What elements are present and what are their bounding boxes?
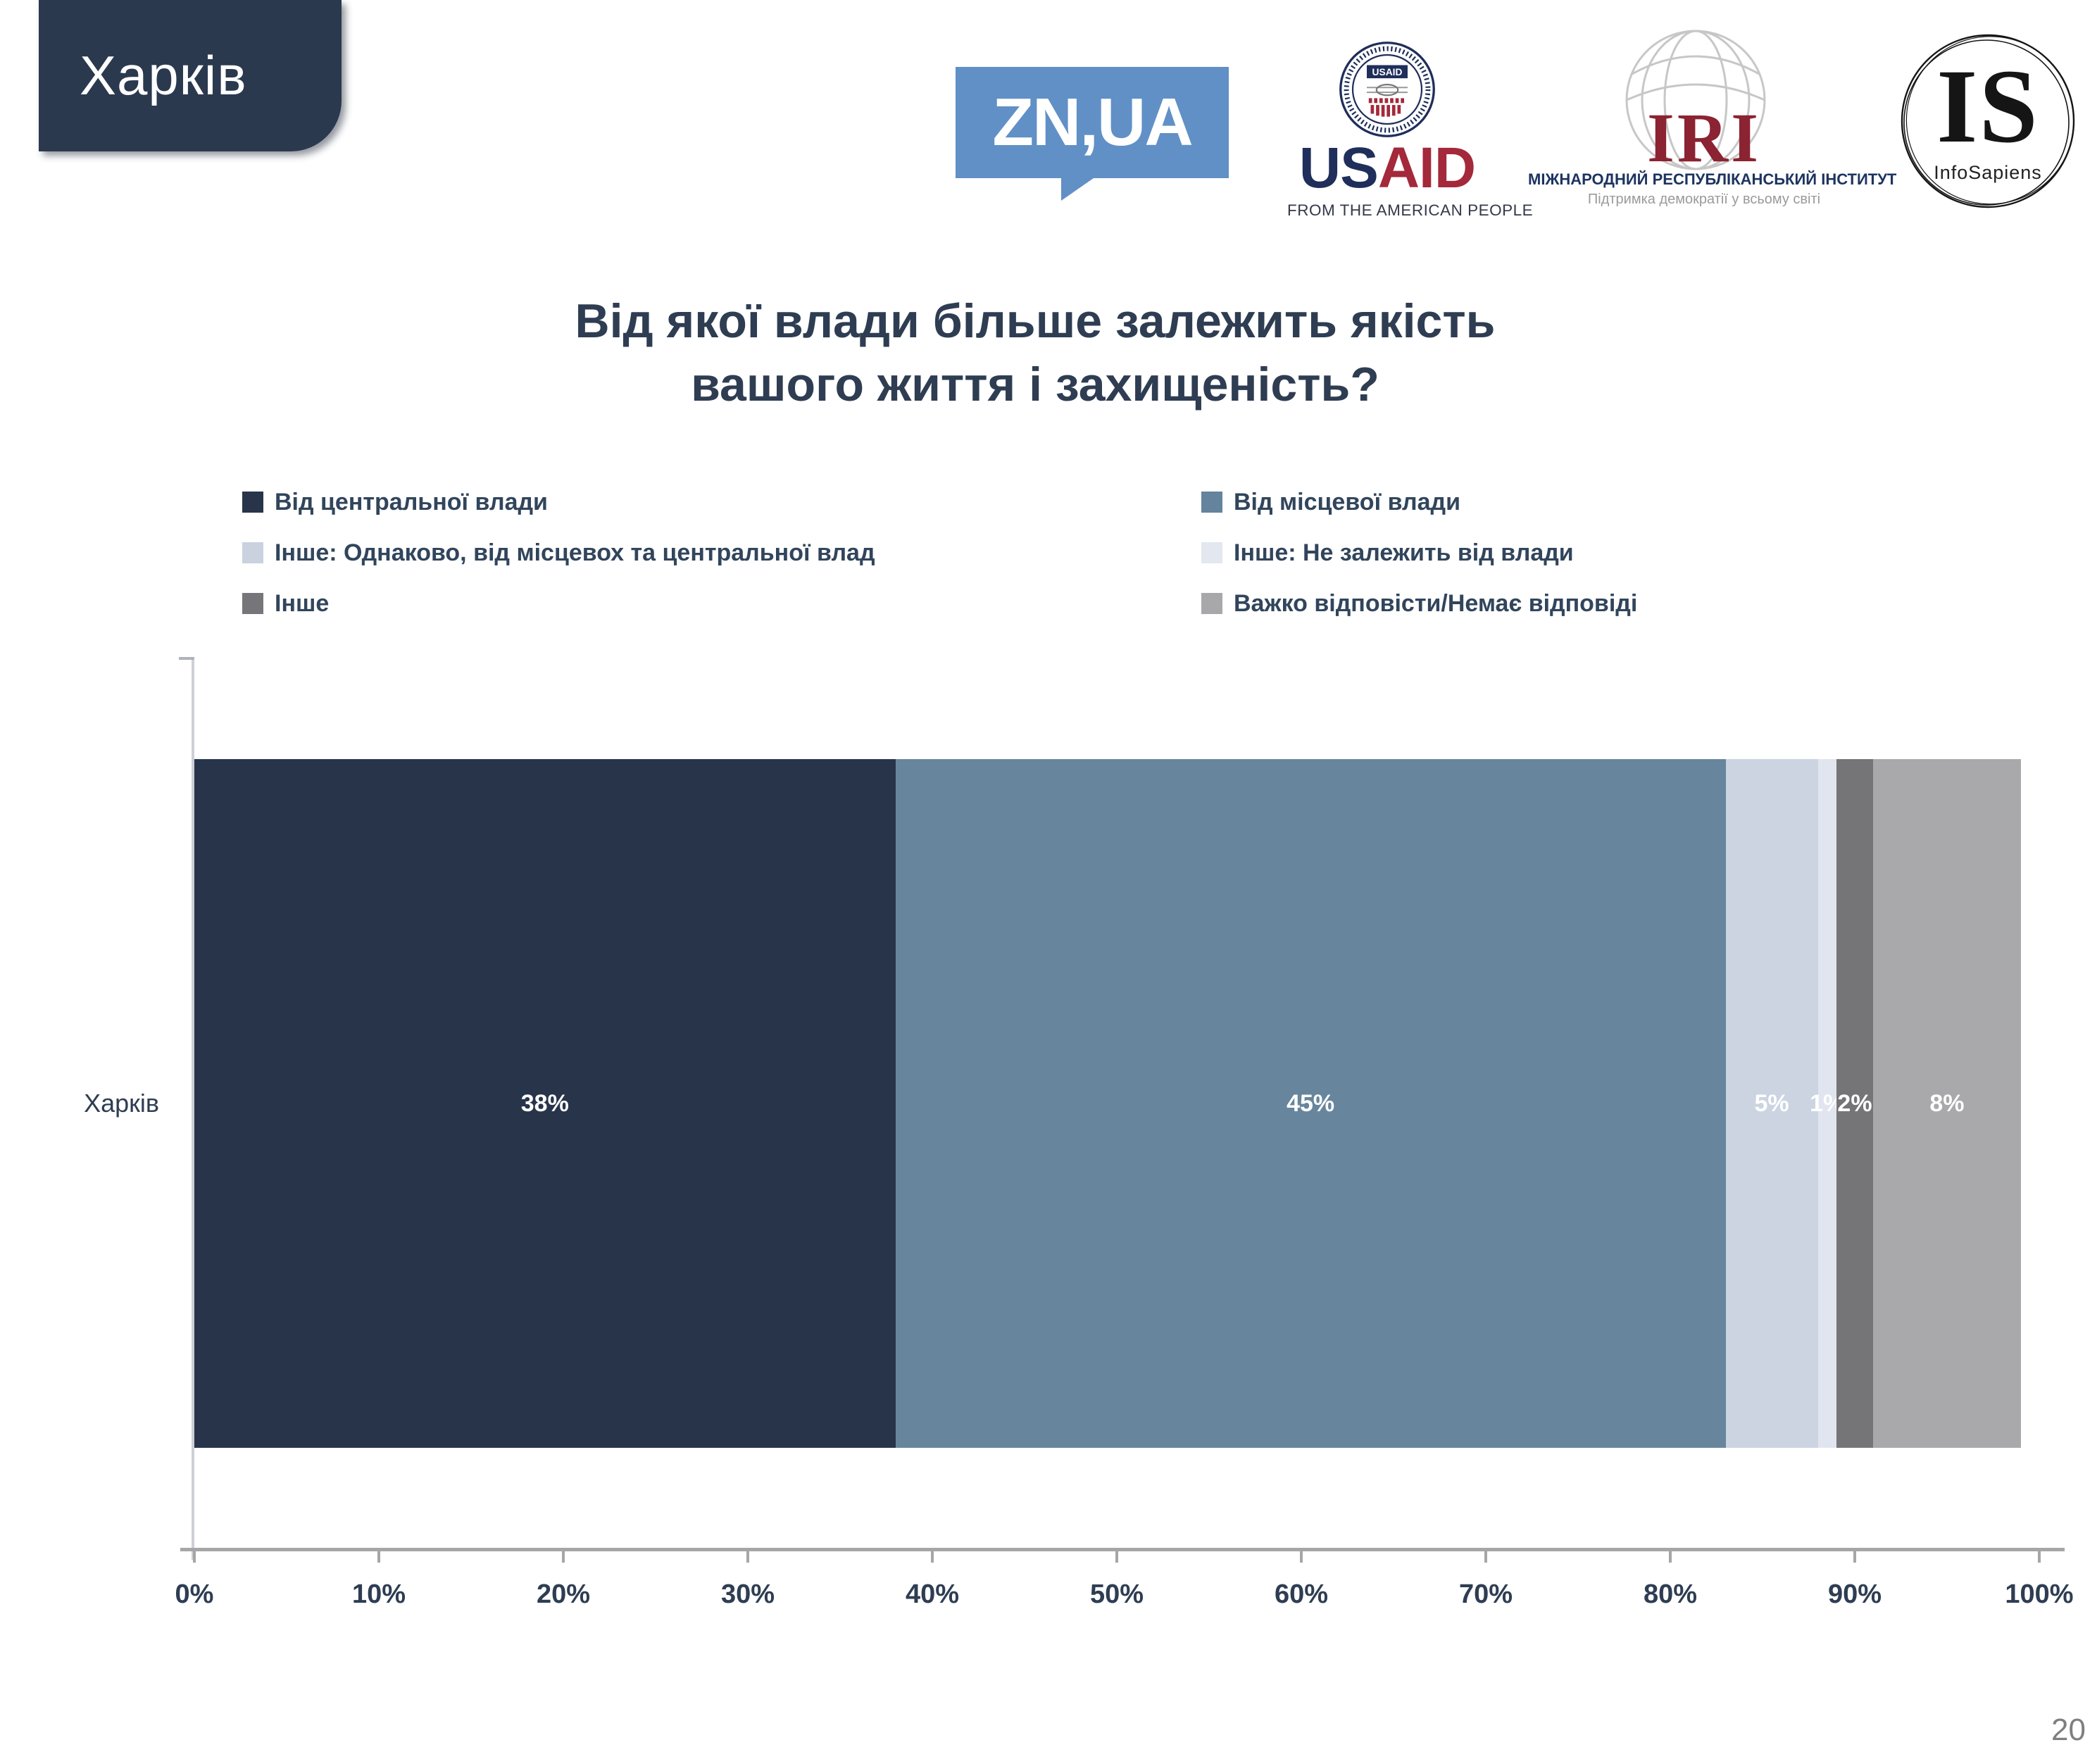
chart-title: Від якої влади більше залежить якість ва… [380, 290, 1690, 417]
legend-item: Інше [242, 589, 875, 617]
znua-logo: ZN,UA [956, 67, 1229, 201]
iri-globe-wrap: IRI [1528, 20, 1880, 173]
x-axis-ticks [193, 1551, 2041, 1564]
bar-segment-2: 45% [895, 759, 1726, 1448]
x-axis-tick-label: 40% [905, 1580, 960, 1609]
x-axis-tick-mark [377, 1551, 380, 1563]
usaid-wordmark-us: US [1298, 136, 1379, 200]
iri-globe-icon [1625, 30, 1766, 170]
usaid-wordmark: USAID [1287, 139, 1487, 197]
x-axis-tick-mark [1484, 1551, 1487, 1563]
iri-acronym: IRI [1646, 99, 1762, 177]
x-axis-tick-label: 20% [536, 1580, 591, 1609]
bar-segment-value-label: 38% [520, 1089, 569, 1117]
bar-segment-1: 38% [194, 759, 896, 1448]
usaid-logo: USAID USAID FROM THE AMERICAN PEOPLE [1287, 41, 1534, 219]
znua-speech-tail-icon [1061, 178, 1094, 201]
x-axis-tick-label: 10% [351, 1580, 406, 1609]
bar-segment-3: 5% [1725, 759, 1818, 1448]
iri-tagline: Підтримка демократії у всьому світі [1587, 192, 1821, 207]
x-axis-tick-mark [193, 1551, 196, 1563]
legend-swatch [242, 593, 263, 614]
bar-segment-value-label: 2% [1837, 1089, 1872, 1117]
page-number: 20 [2051, 1713, 2086, 1747]
bar-segment-5: 2% [1836, 759, 1874, 1448]
legend-label: Важко відповісти/Немає відповіді [1234, 589, 1638, 617]
region-header-box: Харків [39, 0, 342, 151]
legend-swatch [1201, 593, 1222, 614]
legend-item: Інше: Однаково, від місцевох та централь… [242, 539, 875, 566]
legend-swatch [1201, 542, 1222, 563]
legend-item: Важко відповісти/Немає відповіді [1201, 589, 1638, 617]
usaid-wordmark-aid: AID [1377, 136, 1476, 200]
x-axis-tick-mark [746, 1551, 749, 1563]
iri-logo: IRI МІЖНАРОДНИЙ РЕСПУБЛІКАНСЬКИЙ ІНСТИТУ… [1528, 20, 1897, 217]
category-label: Харків [84, 1089, 159, 1118]
x-axis-tick-label: 30% [720, 1580, 775, 1609]
x-axis-tick-mark [1115, 1551, 1118, 1563]
iri-institute-name: МІЖНАРОДНИЙ РЕСПУБЛІКАНСЬКИЙ ІНСТИТУТ [1528, 170, 1897, 188]
x-axis-tick-label: 50% [1089, 1580, 1144, 1609]
y-axis-top-tick [179, 657, 194, 660]
x-axis-tick-mark [1853, 1551, 1856, 1563]
chart-legend: Від центральної влади Інше: Однаково, від… [0, 489, 2097, 625]
x-axis-tick-mark [1669, 1551, 1672, 1563]
legend-label: Інше: Однаково, від місцевох та централь… [275, 539, 875, 566]
x-axis-tick-label: 60% [1274, 1580, 1329, 1609]
bar-segment-value-label: 8% [1929, 1089, 1965, 1117]
x-axis-tick-label: 100% [2005, 1580, 2074, 1609]
legend-swatch [242, 542, 263, 563]
legend-label: Від центральної влади [275, 488, 548, 515]
x-axis-tick-mark [562, 1551, 565, 1563]
legend-swatch [242, 492, 263, 513]
chart-title-line2: вашого життя і захищеність? [691, 357, 1379, 411]
x-axis-line [180, 1548, 2065, 1551]
legend-column-right: Від місцевої влади Інше: Не залежить від … [1201, 488, 1638, 643]
legend-item: Від центральної влади [242, 488, 875, 515]
infosapiens-logo: IS InfoSapiens [1894, 27, 2082, 217]
svg-text:USAID: USAID [1372, 67, 1403, 77]
legend-label: Інше: Не залежить від влади [1234, 539, 1574, 566]
infosapiens-acronym: IS [1936, 48, 2039, 165]
legend-item: Інше: Не залежить від влади [1201, 539, 1637, 566]
region-title: Харків [80, 44, 247, 106]
bar-segment-value-label: 5% [1754, 1089, 1789, 1117]
usaid-seal-icon: USAID [1339, 42, 1435, 137]
legend-item: Від місцевої влади [1201, 488, 1637, 515]
legend-label: Від місцевої влади [1234, 488, 1461, 515]
bar-segment-6: 8% [1873, 759, 2021, 1448]
stacked-bar: 38% 45% 5% 1% 2% 8% [194, 759, 2039, 1448]
legend-swatch [1201, 492, 1222, 513]
x-axis-tick-label: 0% [175, 1580, 214, 1609]
infosapiens-circle-icon [1901, 34, 2075, 208]
bar-segment-value-label: 1% [1810, 1089, 1845, 1117]
x-axis-tick-mark [931, 1551, 934, 1563]
y-axis-line [192, 657, 194, 1560]
x-axis-tick-mark [2038, 1551, 2041, 1563]
x-axis-tick-label: 80% [1643, 1580, 1698, 1609]
legend-column-left: Від центральної влади Інше: Однаково, від… [242, 488, 875, 643]
x-axis-tick-mark [1300, 1551, 1303, 1563]
chart-title-line1: Від якої влади більше залежить якість [575, 294, 1496, 348]
x-axis-tick-label: 90% [1827, 1580, 1882, 1609]
legend-label: Інше [275, 589, 330, 617]
usaid-tagline: FROM THE AMERICAN PEOPLE [1287, 201, 1534, 219]
bar-segment-4: 1% [1810, 759, 1844, 1448]
znua-logo-text: ZN,UA [992, 85, 1193, 160]
infosapiens-name: InfoSapiens [1934, 162, 2042, 183]
bar-segment-value-label: 45% [1287, 1089, 1335, 1117]
x-axis-tick-label: 70% [1458, 1580, 1513, 1609]
x-axis-tick-labels: 0% 10% 20% 30% 40% 50% 60% 70% 80% 90% 100% [175, 1580, 2074, 1622]
